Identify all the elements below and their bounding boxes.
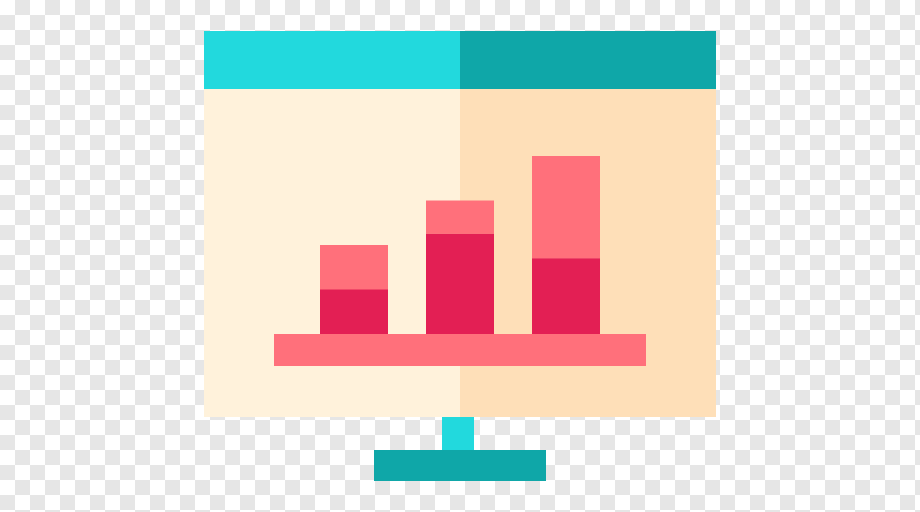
header-right-panel xyxy=(460,31,716,89)
bar-1-lower xyxy=(320,289,388,334)
bar-chart-bars xyxy=(320,156,600,334)
bar-2-upper xyxy=(426,200,494,234)
bar-3-lower xyxy=(532,258,600,334)
bar-1-upper xyxy=(320,245,388,290)
bar-2-lower xyxy=(426,233,494,334)
stand-base xyxy=(374,450,546,481)
chart-baseline xyxy=(274,334,646,366)
bar-3-upper xyxy=(532,156,600,259)
stand-neck xyxy=(442,417,474,450)
header-left-panel xyxy=(204,31,460,89)
